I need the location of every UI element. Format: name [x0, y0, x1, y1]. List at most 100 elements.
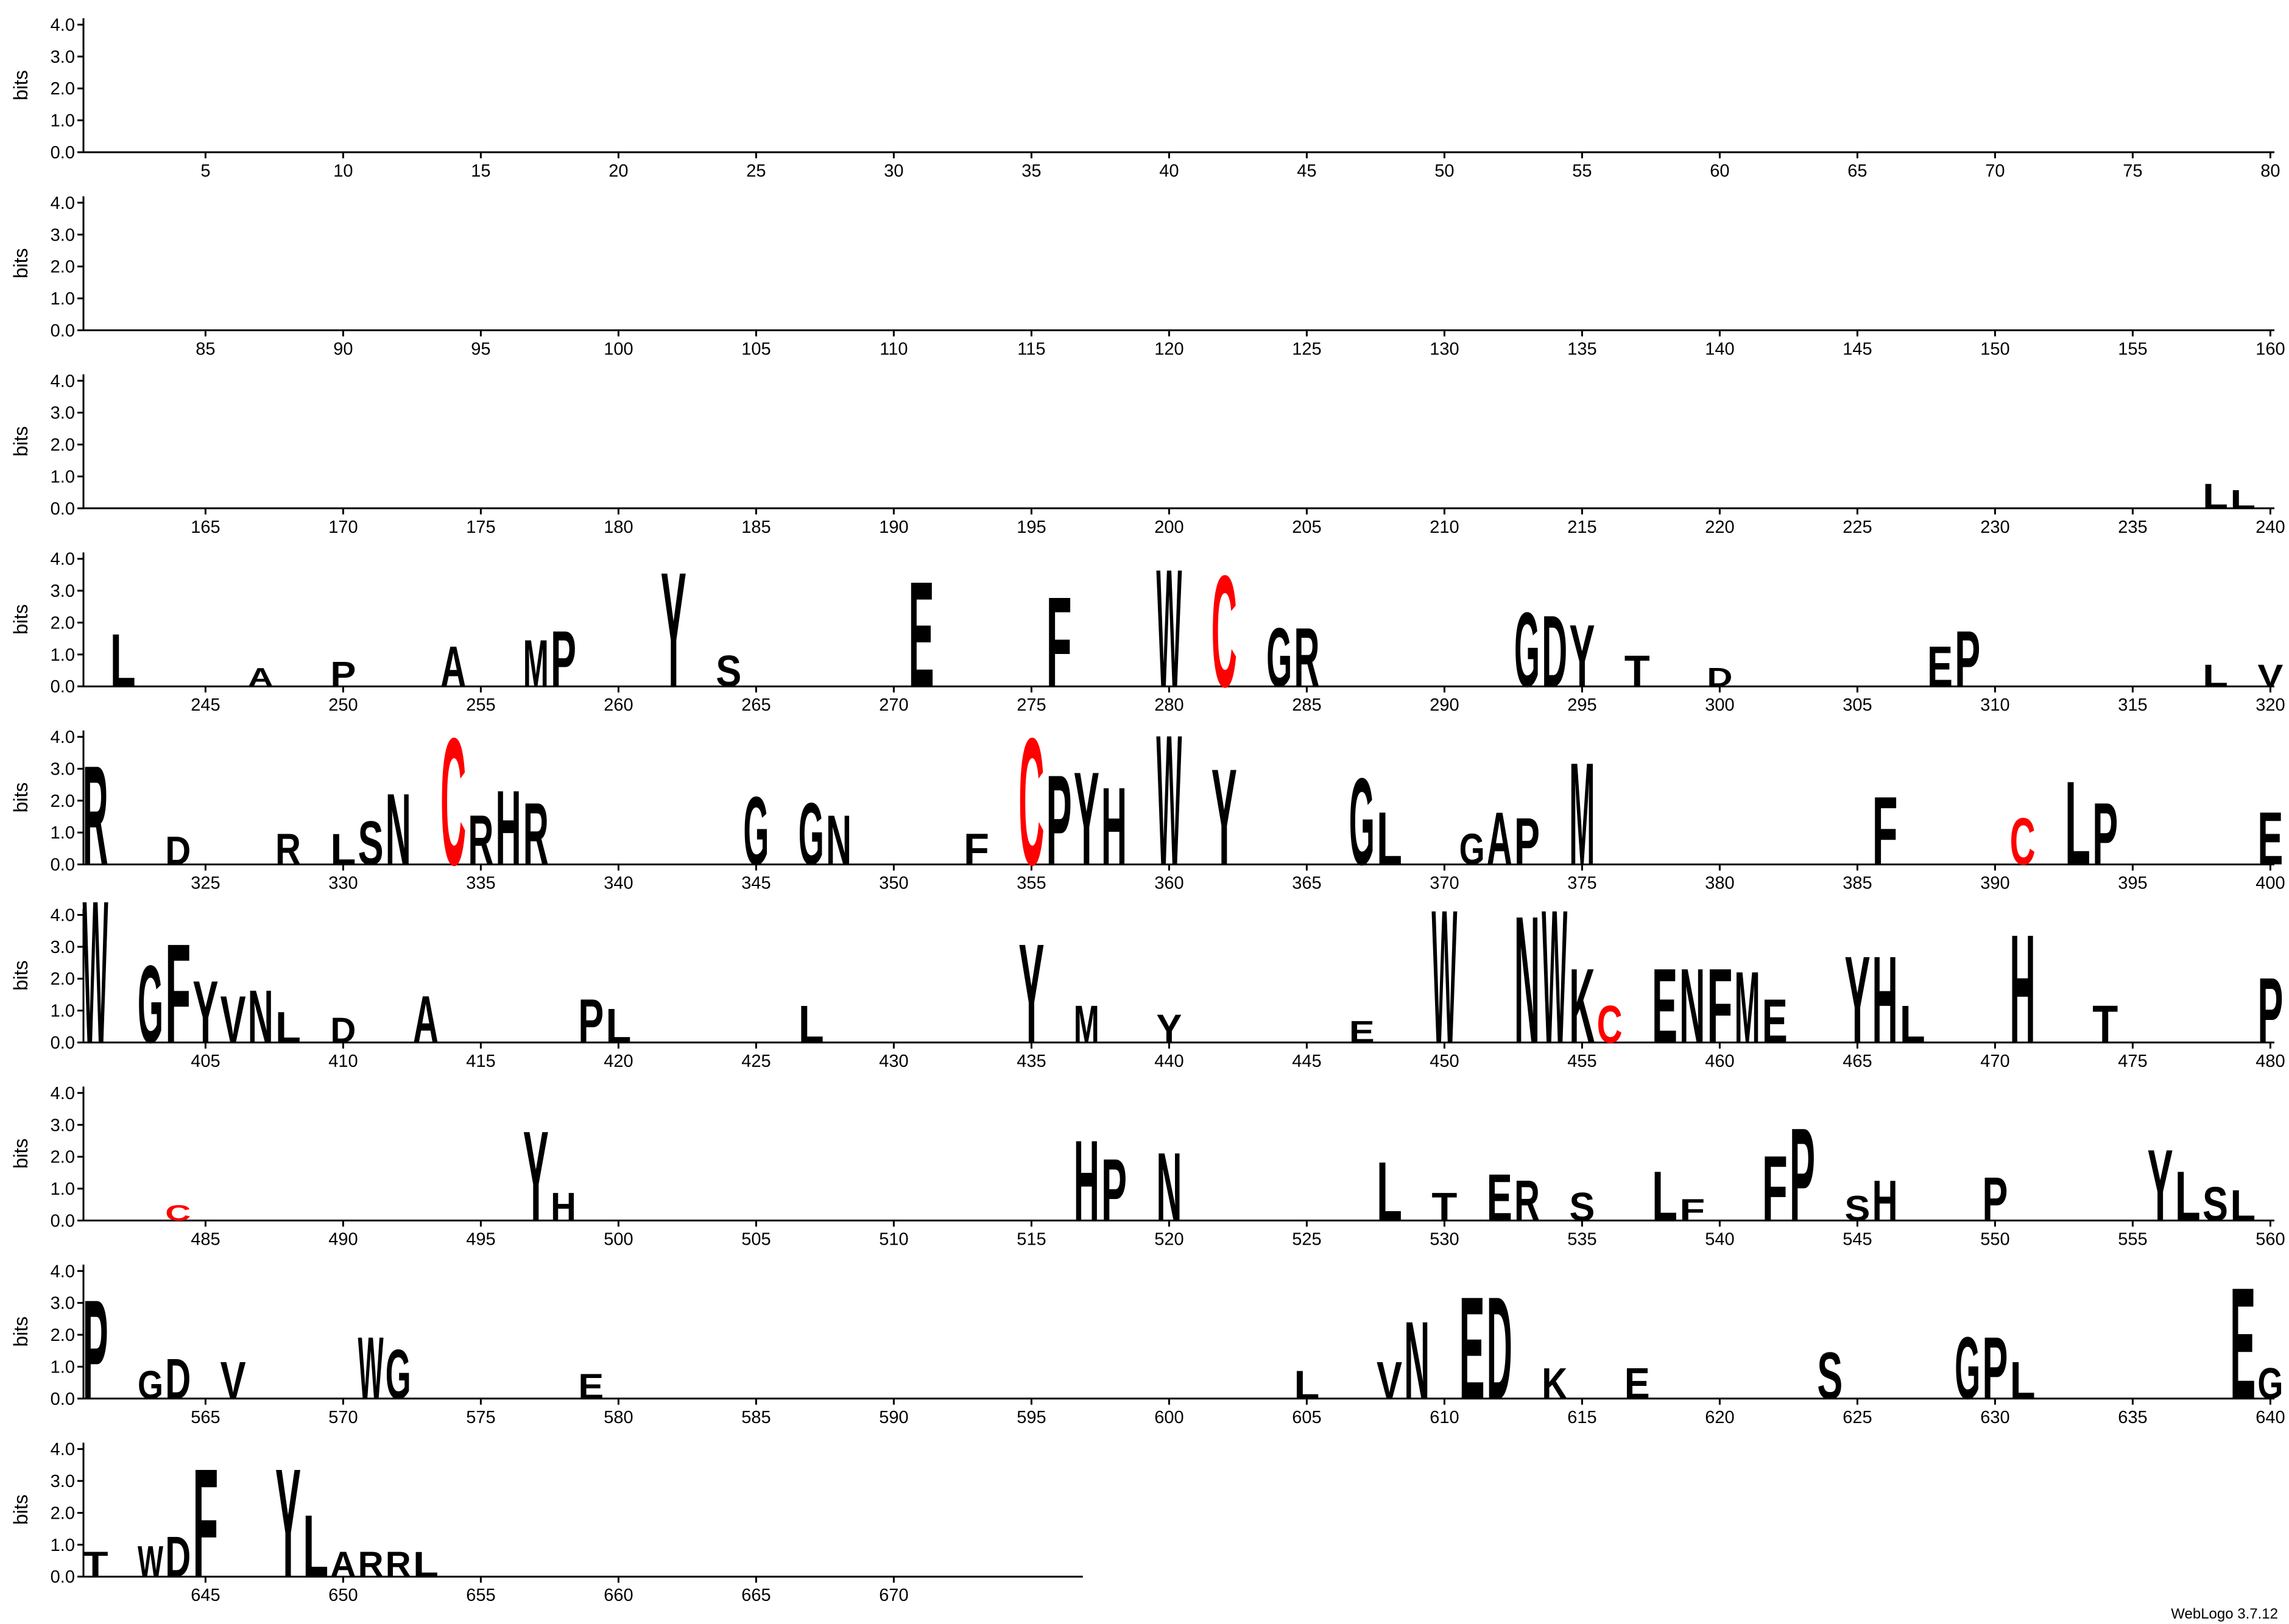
- x-tick-label: 600: [1154, 1408, 1183, 1427]
- logo-letter: H: [1074, 1117, 1099, 1245]
- logo-letter: G: [138, 943, 163, 1066]
- logo-letter: Y: [1156, 1006, 1182, 1051]
- logo-letter: R: [83, 736, 108, 895]
- logo-letter: L: [1294, 1362, 1319, 1407]
- logo-letter: Y: [1569, 607, 1595, 706]
- logo-letter: Y: [192, 963, 218, 1061]
- y-axis-label: bits: [10, 1316, 32, 1347]
- logo-letter: G: [1459, 824, 1485, 874]
- x-tick-label: 35: [1021, 161, 1041, 181]
- x-tick-label: 370: [1430, 874, 1459, 893]
- y-tick-label: 2.0: [51, 969, 75, 989]
- x-tick-label: 535: [1567, 1229, 1596, 1249]
- logo-letter: E: [2257, 796, 2283, 881]
- y-tick-label: 4.0: [51, 728, 75, 747]
- logo-letter: K: [1542, 1359, 1567, 1408]
- logo-letter: L: [2230, 1181, 2255, 1231]
- x-tick-label: 590: [879, 1408, 908, 1427]
- logo-letter: T: [83, 1545, 108, 1584]
- logo-letter: D: [165, 828, 191, 873]
- x-tick-label: 625: [1843, 1408, 1872, 1427]
- x-tick-label: 10: [333, 161, 353, 181]
- logo-letter: Y: [523, 1105, 549, 1248]
- x-tick-label: 265: [741, 695, 771, 715]
- logo-letter: L: [1900, 994, 1925, 1054]
- y-axis-label: bits: [10, 604, 32, 634]
- x-tick-label: 610: [1430, 1408, 1459, 1427]
- logo-letter: L: [605, 999, 631, 1053]
- logo-letter: C: [1597, 994, 1623, 1054]
- x-tick-label: 560: [2255, 1229, 2285, 1249]
- x-tick-label: 20: [608, 161, 628, 181]
- logo-letter: H: [1872, 931, 1898, 1069]
- y-axis-label: bits: [10, 1139, 32, 1169]
- logo-letter: H: [551, 1184, 576, 1229]
- x-tick-label: 40: [1159, 161, 1179, 181]
- logo-letter: G: [1266, 610, 1292, 705]
- y-tick-label: 1.0: [51, 467, 75, 487]
- logo-letter: F: [1046, 571, 1072, 714]
- logo-letter: D: [1487, 1267, 1512, 1430]
- logo-letter: L: [2203, 477, 2228, 516]
- x-tick-label: 500: [604, 1229, 633, 1249]
- logo-letter: M: [1074, 994, 1099, 1054]
- logo-letter: P: [1514, 805, 1540, 879]
- logo-letter: L: [2065, 757, 2090, 890]
- y-tick-label: 4.0: [51, 371, 75, 391]
- logo-letter: G: [2257, 1359, 2283, 1408]
- x-tick-label: 640: [2255, 1408, 2285, 1427]
- x-tick-label: 15: [471, 161, 490, 181]
- x-tick-label: 105: [741, 339, 771, 359]
- logo-letter: W: [1431, 871, 1457, 1083]
- logo-letter: P: [1982, 1165, 2008, 1234]
- y-tick-label: 3.0: [51, 582, 75, 601]
- logo-letter: L: [2203, 658, 2228, 693]
- y-tick-label: 4.0: [51, 1440, 75, 1460]
- y-tick-label: 4.0: [51, 1084, 75, 1103]
- x-tick-label: 580: [604, 1408, 633, 1427]
- x-tick-label: 300: [1705, 695, 1734, 715]
- x-tick-label: 355: [1017, 874, 1046, 893]
- x-tick-label: 475: [2118, 1052, 2147, 1071]
- logo-letter: V: [2257, 658, 2283, 693]
- logo-letter: R: [468, 800, 493, 879]
- logo-letter: L: [303, 1497, 328, 1596]
- x-tick-label: 250: [328, 695, 358, 715]
- x-tick-label: 415: [466, 1052, 495, 1071]
- logo-letter: L: [2175, 1156, 2201, 1236]
- y-tick-label: 1.0: [51, 1536, 75, 1555]
- x-tick-label: 220: [1705, 518, 1734, 537]
- y-tick-label: 1.0: [51, 1179, 75, 1199]
- y-tick-label: 4.0: [51, 550, 75, 569]
- logo-letter: D: [330, 1011, 356, 1050]
- logo-letter: P: [1955, 614, 1980, 703]
- x-tick-label: 30: [884, 161, 903, 181]
- x-tick-label: 565: [191, 1408, 220, 1427]
- logo-letter: S: [358, 809, 384, 878]
- y-tick-label: 1.0: [51, 111, 75, 131]
- x-tick-label: 150: [1980, 339, 2009, 359]
- x-tick-label: 630: [1980, 1408, 2009, 1427]
- x-tick-label: 275: [1017, 695, 1046, 715]
- logo-letter: Y: [1844, 931, 1870, 1069]
- logo-letter: R: [386, 1545, 411, 1584]
- x-tick-label: 90: [333, 339, 353, 359]
- logo-letter: F: [165, 914, 191, 1072]
- logo-letter: L: [413, 1545, 439, 1584]
- x-tick-label: 215: [1567, 518, 1596, 537]
- logo-letter: T: [2092, 994, 2118, 1054]
- logo-letter: M: [1735, 951, 1760, 1064]
- logo-letter: C: [165, 1201, 191, 1226]
- x-tick-label: 315: [2118, 695, 2147, 715]
- x-tick-label: 340: [604, 874, 633, 893]
- logo-letter: P: [1101, 1141, 1127, 1240]
- x-tick-label: 410: [328, 1052, 358, 1071]
- logo-letter: M: [523, 627, 549, 701]
- x-tick-label: 170: [328, 518, 358, 537]
- x-tick-label: 575: [466, 1408, 495, 1427]
- logo-letter: G: [743, 777, 769, 886]
- x-tick-label: 245: [191, 695, 220, 715]
- y-tick-label: 3.0: [51, 47, 75, 67]
- x-tick-label: 545: [1843, 1229, 1872, 1249]
